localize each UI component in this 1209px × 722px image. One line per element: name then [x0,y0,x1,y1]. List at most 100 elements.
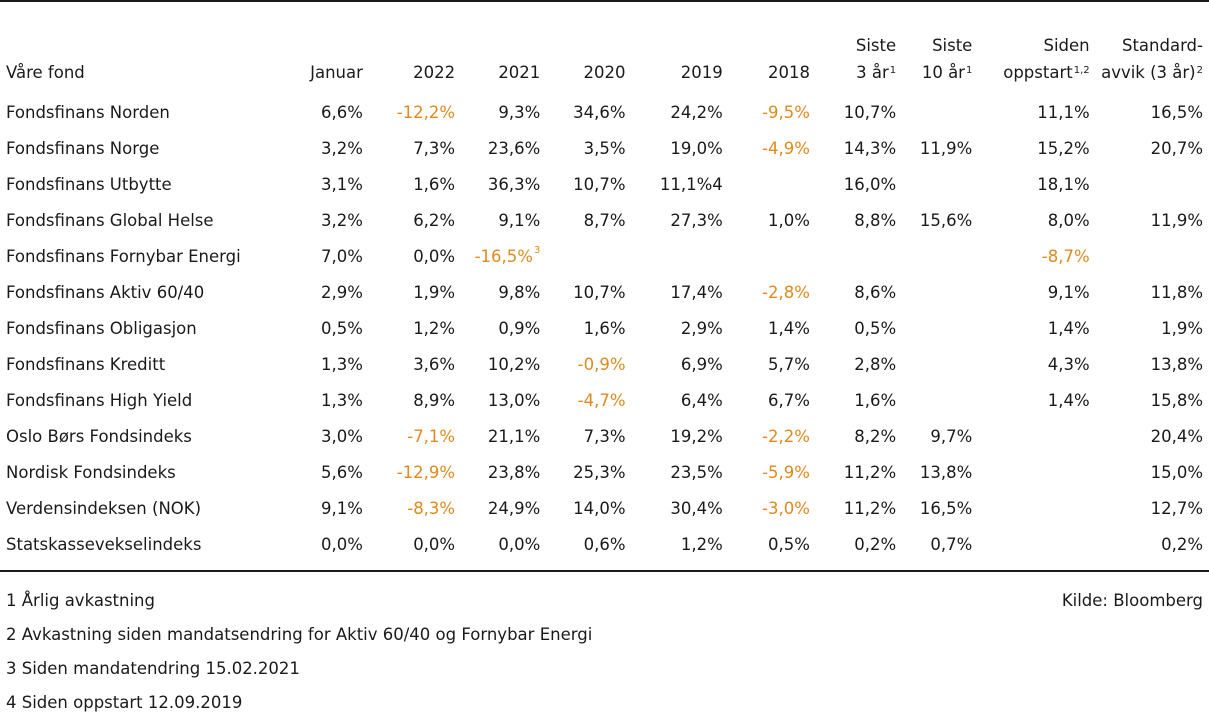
cell-y2021: 23,8% [455,454,540,490]
fund-name: Fondsfinans Norden [0,86,256,130]
cell-y2022: -8,3% [363,490,455,526]
cell-last3: 8,8% [810,202,896,238]
cell-last3: 11,2% [810,454,896,490]
cell-jan: 3,2% [256,130,363,166]
cell-last3: 2,8% [810,346,896,382]
fund-name: Oslo Børs Fondsindeks [0,418,256,454]
cell-value: 20,4% [1150,426,1203,446]
top-rule [0,0,1209,2]
cell-value: 5,6% [320,462,363,482]
cell-std: 11,8% [1090,274,1209,310]
cell-y2018: 1,4% [723,310,810,346]
header-2020: 2020 [583,63,626,82]
cell-last3: 11,2% [810,490,896,526]
cell-y2019: 27,3% [626,202,723,238]
cell-last10: 16,5% [896,490,972,526]
cell-value: 1,6% [583,318,626,338]
cell-value: 0,2% [854,534,897,554]
fund-name: Fondsfinans Kreditt [0,346,256,382]
cell-y2022: 3,6% [363,346,455,382]
cell-value: 24,2% [670,102,723,122]
cell-value: 3,1% [320,174,363,194]
fund-name-text: Nordisk Fondsindeks [6,462,176,482]
cell-y2021: 24,9% [455,490,540,526]
cell-y2018: -2,2% [723,418,810,454]
source-label: Kilde: Bloomberg [1061,591,1203,610]
cell-value: 6,2% [413,210,456,230]
cell-y2020: -4,7% [540,382,626,418]
cell-value: 8,6% [854,282,897,302]
cell-value: 8,7% [583,210,626,230]
footnotes: 1 Årlig avkastning 2 Avkastning siden ma… [6,586,1203,722]
cell-value: 9,1% [498,210,541,230]
cell-y2020: 14,0% [540,490,625,526]
cell-value: 8,9% [413,390,456,410]
cell-last10: 9,7% [896,418,972,454]
cell-value: 23,5% [670,462,723,482]
cell-value: 23,8% [487,462,541,482]
cell-value: 18,1% [1037,174,1090,194]
header-row: Våre fond Januar 2022 2021 2020 2019 201… [0,30,1209,86]
cell-value: 0,7% [930,534,973,554]
header-2021: 2021 [498,63,541,82]
cell-last3: 16,0% [810,166,896,202]
cell-value: 2,8% [854,354,897,374]
cell-since [972,454,1089,490]
cell-value: 1,3% [320,390,363,410]
cell-value: 1,3% [320,354,363,374]
cell-y2018: 6,7% [723,382,810,418]
cell-value: 10,2% [487,354,541,374]
cell-value: 24,9% [487,498,541,518]
cell-value: -8,3% [407,498,456,518]
fund-name-text: Fondsfinans Obligasjon [6,318,197,338]
cell-value: 16,5% [1150,102,1203,122]
cell-value: 11,2% [843,498,897,518]
cell-last10 [896,238,972,274]
cell-value: 15,8% [1150,390,1203,410]
cell-since [972,490,1089,526]
fund-name: Nordisk Fondsindeks [0,454,256,490]
cell-last3: 0,2% [810,526,896,562]
cell-y2018 [723,238,810,274]
table-row: Fondsfinans Kreditt 1,3% 3,6% 10,2% -0,9% 6,9… [0,346,1209,382]
cell-jan: 3,2% [256,202,363,238]
cell-value: 20,7% [1150,138,1203,158]
cell-y2019: 19,0% [626,130,722,166]
cell-value: 8,0% [1047,210,1090,230]
cell-value: 1,4% [768,318,810,338]
cell-value: 11,1%4 [659,174,723,194]
cell-value: -4,7% [577,390,626,410]
fund-name-text: Verdensindeksen (NOK) [6,498,202,518]
cell-jan: 7,0% [256,238,363,274]
cell-value: 3,2% [320,138,363,158]
cell-value: -16,5% [474,246,533,266]
cell-jan: 9,1% [256,490,363,526]
footnote-4: 4 Siden oppstart 12.09.2019 [6,693,243,712]
cell-value: 3,2% [320,210,363,230]
fund-name-text: Fondsfinans Norge [6,138,160,158]
cell-last10: 0,7% [896,526,972,562]
cell-value: 14,0% [573,498,626,518]
cell-y2018: -4,9% [723,130,810,166]
cell-value: 13,8% [919,462,973,482]
cell-y2022: -12,9% [363,454,455,490]
cell-std: 20,7% [1090,130,1209,166]
cell-since: 1,4% [972,382,1090,418]
cell-value: 0,5% [320,318,363,338]
cell-value: 8,8% [854,210,897,230]
cell-value: 27,3% [670,210,723,230]
cell-value: 13,8% [1150,354,1203,374]
cell-y2019: 11,1%4 [626,166,723,202]
cell-last10 [896,86,972,130]
cell-value: -12,2% [396,102,456,122]
cell-value: 3,5% [583,138,626,158]
cell-jan: 3,0% [256,418,363,454]
fund-name: Fondsfinans High Yield [0,382,256,418]
cell-last10 [896,382,972,418]
cell-y2020: 34,6% [540,86,625,130]
cell-value: 0,0% [413,534,456,554]
cell-value: 30,4% [670,498,723,518]
cell-last10: 13,8% [896,454,972,490]
header-last-10-years: Siste 10 år1 [921,36,973,82]
cell-jan: 2,9% [256,274,363,310]
